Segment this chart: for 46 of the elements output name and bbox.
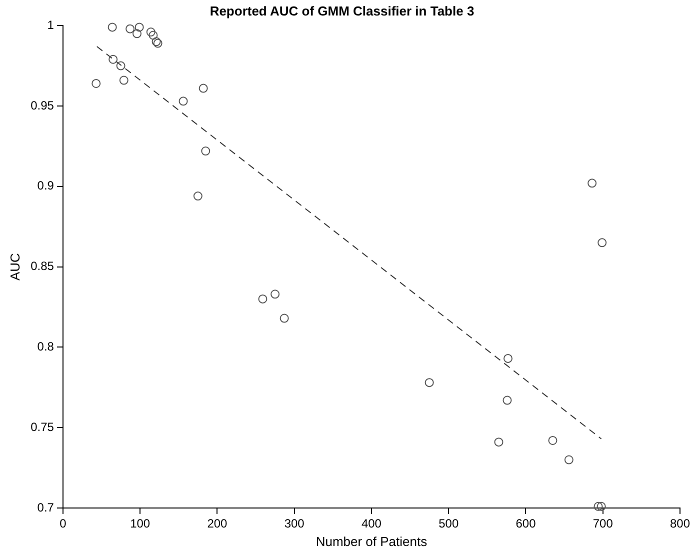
x-tick-label: 700 (592, 516, 614, 531)
point (504, 354, 512, 363)
point (494, 438, 504, 447)
chart-title: Reported AUC of GMM Classifier in Table 3 (210, 3, 474, 18)
point (424, 378, 434, 388)
x-tick-label: 800 (670, 516, 690, 531)
point (270, 290, 280, 299)
point (502, 396, 512, 405)
x-tick-label: 100 (130, 516, 150, 531)
point (92, 78, 101, 88)
y-tick-label: 0.9 (37, 178, 54, 193)
point (132, 29, 142, 38)
x-tick-label: 0 (60, 516, 67, 531)
point (108, 22, 117, 32)
point (588, 178, 597, 188)
point (126, 24, 135, 34)
y-tick-label: 0.85 (30, 259, 54, 274)
point (134, 22, 144, 32)
point (594, 502, 603, 511)
point (201, 146, 210, 156)
point (564, 455, 574, 464)
y-tick-label: 0.8 (37, 340, 54, 354)
y-axis-title: AUC (7, 253, 22, 281)
x-tick-label: 300 (284, 516, 305, 531)
point (280, 314, 289, 323)
x-axis-title: Number of Patients (316, 534, 428, 549)
x-tick-label: 200 (207, 516, 228, 531)
x-tick-label: 600 (516, 516, 536, 531)
y-tick-label: 0.75 (30, 420, 54, 434)
point (198, 84, 208, 93)
point (119, 76, 128, 85)
point (596, 502, 606, 511)
y-tick-label: 0.95 (30, 98, 54, 112)
point (178, 96, 188, 106)
point (258, 294, 268, 304)
point (116, 61, 126, 70)
y-tick-label: 0.7 (37, 500, 54, 514)
y-tick-label: 1 (47, 18, 54, 32)
point (108, 54, 118, 64)
x-tick-label: 400 (361, 516, 382, 531)
x-tick-label: 500 (438, 516, 459, 531)
point (548, 436, 558, 445)
point (193, 192, 202, 201)
point (146, 28, 156, 37)
point (598, 238, 607, 248)
point (148, 30, 158, 40)
